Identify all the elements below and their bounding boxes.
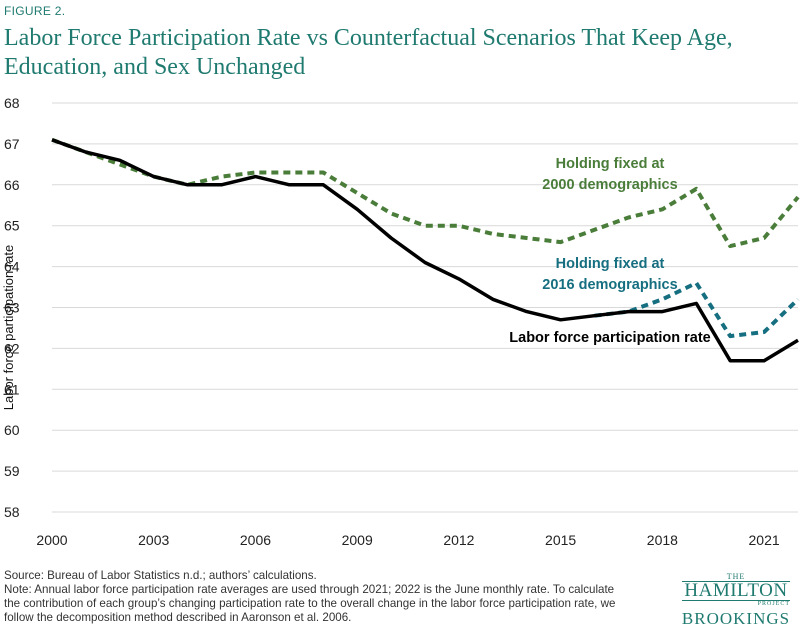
series-label: Labor force participation rate	[509, 330, 710, 346]
y-tick-label: 63	[4, 300, 20, 316]
hamilton-brookings-logo: THE HAMILTON PROJECT BROOKINGS	[676, 572, 796, 629]
line-chart: 58 59 60 61 62 63 64 65 66 67 68 2000 2003 2006 2009 20…	[1, 95, 800, 548]
x-tick-label: 2000	[36, 532, 67, 548]
x-tick-label: 2012	[443, 532, 474, 548]
x-tick-label: 2015	[545, 532, 576, 548]
series-label: Holding fixed at	[556, 256, 665, 272]
y-tick-label: 62	[4, 340, 20, 356]
y-tick-label: 68	[4, 95, 20, 111]
x-tick-label: 2009	[342, 532, 373, 548]
logo-project: PROJECT	[757, 601, 790, 607]
y-tick-label: 58	[4, 504, 20, 520]
y-tick-label: 67	[4, 136, 20, 152]
y-tick-label: 65	[4, 218, 20, 234]
series-line-fixed-2016	[594, 281, 800, 339]
y-tick-label: 60	[4, 422, 20, 438]
y-tick-label: 59	[4, 463, 20, 479]
chart-title: Labor Force Participation Rate vs Counte…	[4, 25, 733, 80]
series-label: 2016 demographics	[542, 277, 677, 293]
y-tick-label: 61	[4, 381, 20, 397]
figure-label: FIGURE 2.	[4, 4, 66, 18]
x-tick-label: 2006	[240, 532, 271, 548]
source-note: Source: Bureau of Labor Statistics n.d.;…	[4, 569, 317, 582]
note-line: Note: Annual labor force participation r…	[4, 583, 615, 596]
x-tick-label: 2018	[647, 532, 678, 548]
y-axis-label: Labor force participation rate	[1, 245, 16, 410]
y-tick-label: 66	[4, 177, 20, 193]
x-tick-label: 2003	[138, 532, 169, 548]
note-line: the contribution of each group’s changin…	[4, 597, 616, 610]
y-tick-label: 64	[4, 259, 20, 275]
series-label: 2000 demographics	[542, 177, 677, 193]
logo-brookings: BROOKINGS	[681, 609, 791, 628]
series-line-actual	[51, 138, 799, 363]
chart-footer: Source: Bureau of Labor Statistics n.d.;…	[4, 569, 664, 625]
series-label: Holding fixed at	[556, 156, 665, 172]
x-tick-label: 2021	[749, 532, 780, 548]
logo-the: THE	[726, 572, 746, 581]
series-line-fixed-2000	[51, 137, 800, 249]
note-line: follow the decomposition method describe…	[4, 611, 352, 624]
logo-hamilton: HAMILTON	[682, 580, 790, 601]
